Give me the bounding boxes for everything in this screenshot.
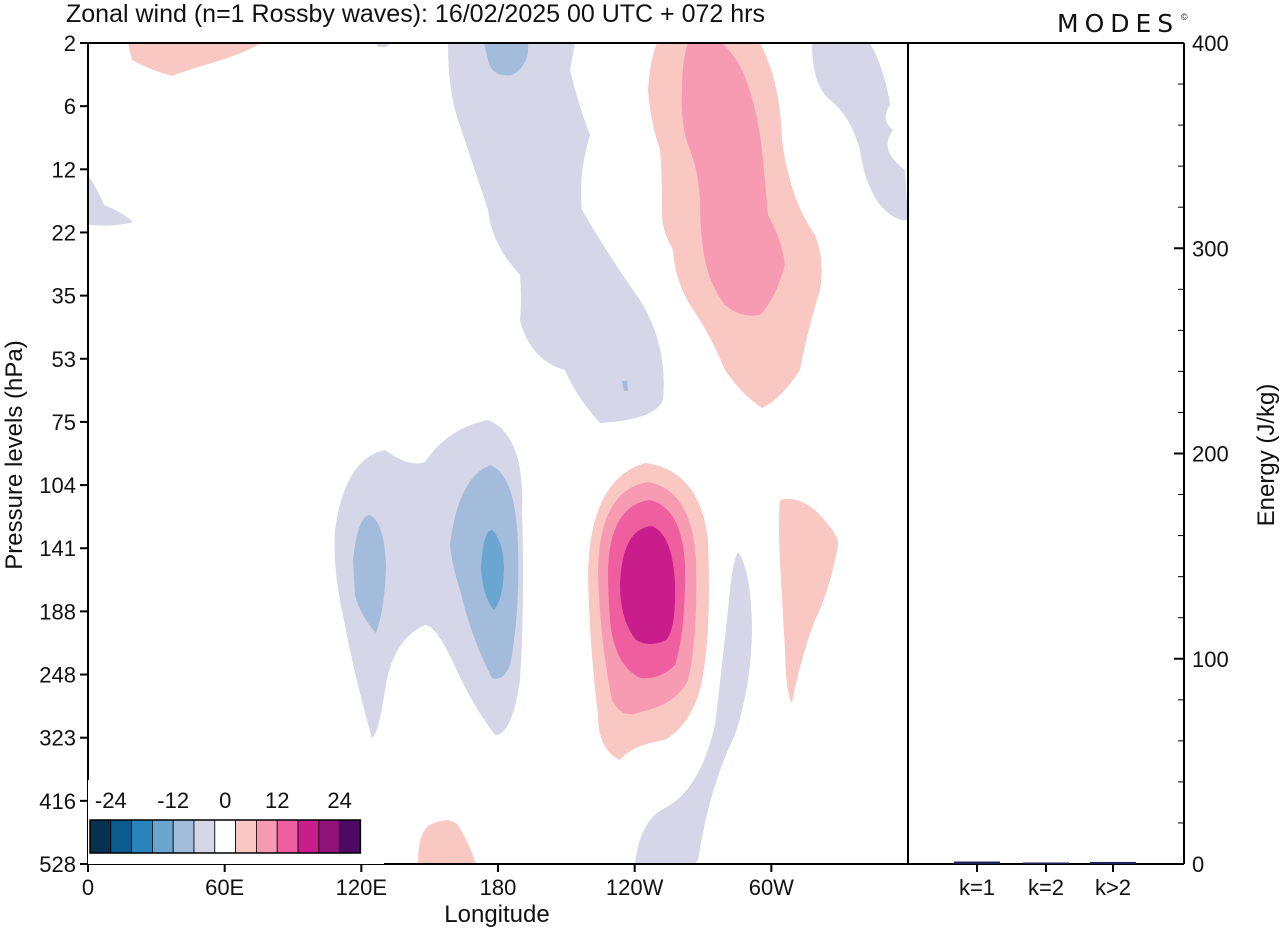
contour-neg-upper-core	[484, 43, 529, 76]
y-tick-label: 323	[39, 726, 76, 751]
contour-panel: 0 60E 120E 180 120W 60W 2 6 12 22 35 53 75 104 141 188…	[1, 31, 909, 928]
energy-tick-label: 200	[1192, 442, 1229, 467]
y-tick-label: 53	[52, 347, 76, 372]
energy-panel: k=1 k=2 k>2 0 100 200 300 400 Energy (J/kg)	[908, 31, 1280, 900]
contour-neg-left-edge	[88, 175, 133, 226]
colorbar-tick-label: -12	[157, 788, 189, 813]
x-tick-label: 60E	[205, 875, 244, 900]
contour-pos-east-lobe	[779, 498, 839, 703]
brand-text: MODES	[1057, 9, 1179, 38]
x-tick-label: 60W	[749, 875, 794, 900]
x-tick-label: 180	[480, 875, 517, 900]
colorbar-swatch	[151, 819, 174, 854]
y-tick-label: 416	[39, 789, 76, 814]
contour-neg-lower-tongue	[635, 552, 752, 864]
y-tick-label: 22	[52, 220, 76, 245]
energy-bars	[954, 861, 1136, 864]
brand-mark: ©	[1181, 12, 1188, 22]
colorbar-swatch	[255, 819, 278, 854]
colorbar-tick-label: -24	[95, 788, 127, 813]
contour-neg-tropo-strong	[481, 530, 504, 610]
y-tick-label: 75	[52, 410, 76, 435]
colorbar-swatches	[89, 819, 362, 854]
y-tick-label: 104	[39, 473, 76, 498]
x-axis-label: Longitude	[444, 901, 549, 928]
brand-logo: MODES ©	[1057, 9, 1188, 38]
colorbar-labels: -24 -12 0 12 24	[95, 788, 352, 813]
energy-axis: 0 100 200 300 400	[1174, 31, 1229, 877]
y-tick-label: 141	[39, 536, 76, 561]
energy-category-label: k>2	[1095, 875, 1131, 900]
colorbar-swatch	[235, 819, 257, 854]
y-tick-label: 528	[39, 852, 76, 877]
colorbar-swatch	[89, 819, 112, 854]
energy-bar	[1090, 861, 1136, 864]
colorbar-tick-label: 12	[265, 788, 289, 813]
colorbar-swatch	[110, 819, 133, 854]
x-tick-label: 0	[82, 875, 94, 900]
y-tick-label: 12	[52, 157, 76, 182]
colorbar-frame	[89, 819, 362, 854]
energy-bar	[954, 861, 1000, 864]
energy-tick-label: 100	[1192, 647, 1229, 672]
colorbar-swatch	[276, 819, 299, 854]
energy-category-label: k=2	[1028, 875, 1064, 900]
energy-tick-label: 300	[1192, 236, 1229, 261]
contour-pos-upper-mid	[681, 43, 785, 316]
y-tick-label: 2	[64, 31, 76, 56]
contour-neg-right-edge	[812, 43, 908, 221]
colorbar-swatch	[318, 819, 340, 854]
energy-axis-label: Energy (J/kg)	[1253, 384, 1280, 527]
y-tick-label: 248	[39, 663, 76, 688]
colorbar-tick-label: 0	[219, 788, 231, 813]
colorbar-swatch	[339, 819, 361, 854]
energy-tick-label: 0	[1192, 852, 1204, 877]
colorbar-tick-label: 24	[327, 788, 351, 813]
contour-neg-small-dot	[622, 381, 628, 391]
colorbar: -24 -12 0 12 24	[88, 780, 384, 864]
colorbar-swatch	[214, 819, 237, 854]
energy-category-label: k=1	[959, 875, 995, 900]
y-tick-label: 6	[64, 94, 76, 119]
energy-bar	[1023, 862, 1069, 864]
contour-pos-top-left	[128, 43, 262, 76]
x-tick-label: 120W	[606, 875, 664, 900]
chart-title: Zonal wind (n=1 Rossby waves): 16/02/202…	[66, 0, 765, 28]
colorbar-swatch	[172, 819, 195, 854]
contour-neg-upper-band	[448, 43, 664, 423]
y-tick-label: 188	[39, 599, 76, 624]
contour-fills	[88, 43, 908, 864]
y-tick-label: 35	[52, 284, 76, 309]
y-axis-label: Pressure levels (hPa)	[1, 340, 28, 569]
contour-neg-tropo-core-west	[353, 515, 386, 633]
colorbar-swatch	[131, 819, 153, 854]
x-axis: 0 60E 120E 180 120W 60W	[82, 864, 794, 900]
y-axis: 2 6 12 22 35 53 75 104 141 188 248 323 416 528	[39, 31, 88, 877]
colorbar-swatch	[297, 819, 320, 854]
contour-pos-tropo-core	[620, 526, 676, 644]
energy-categories: k=1 k=2 k>2	[959, 864, 1131, 900]
energy-tick-label: 400	[1192, 31, 1229, 56]
contour-pos-bottom-patch	[418, 820, 476, 864]
x-tick-label: 120E	[336, 875, 387, 900]
colorbar-swatch	[193, 819, 216, 854]
